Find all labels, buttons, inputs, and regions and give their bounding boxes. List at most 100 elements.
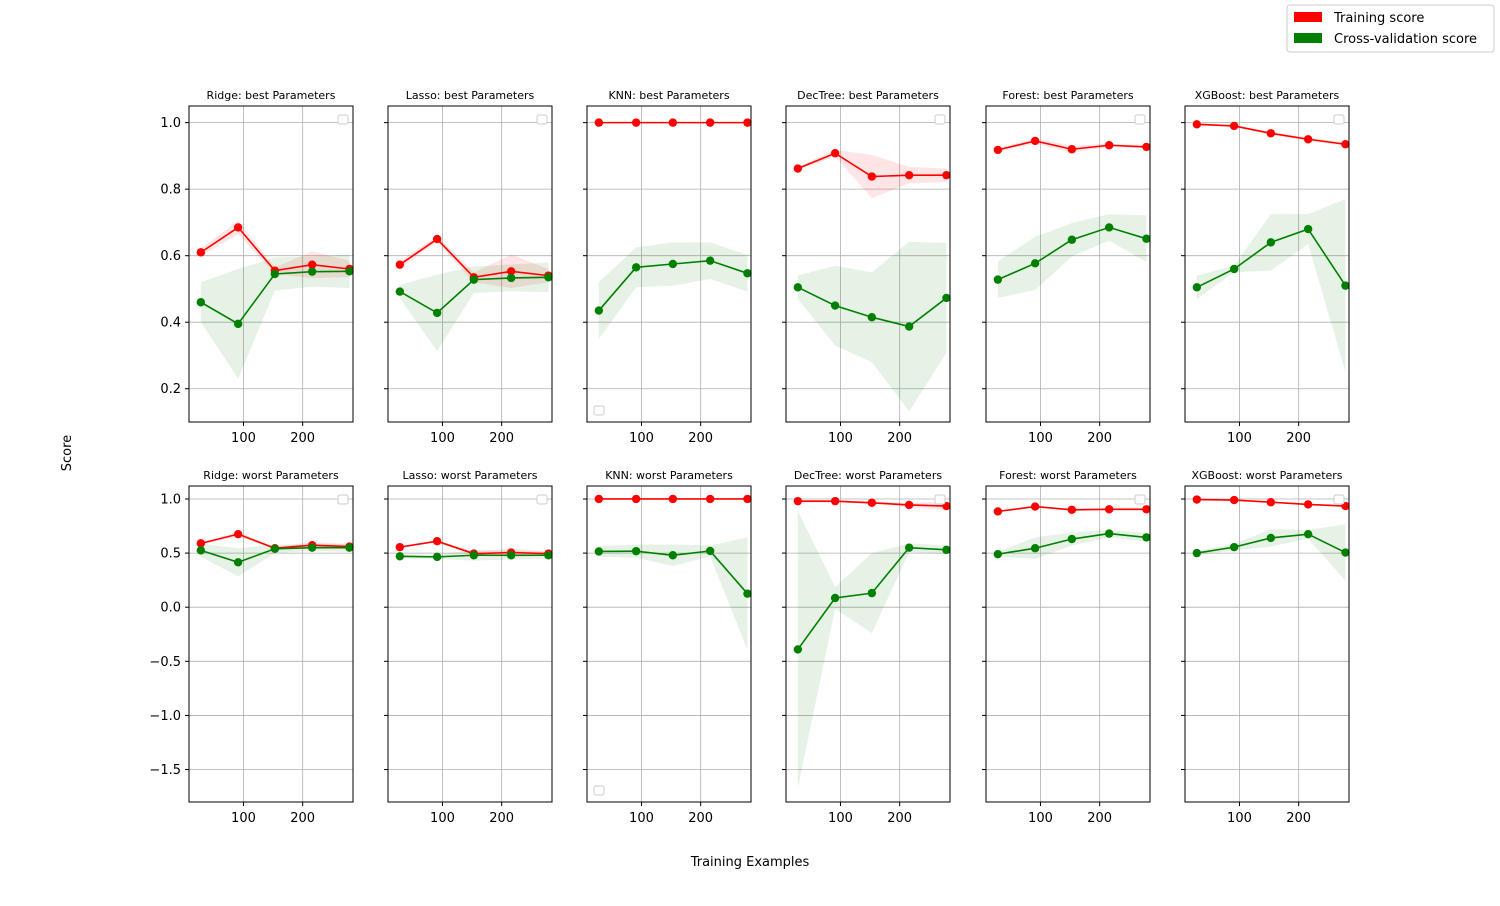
empty-legend-box (593, 405, 605, 416)
training-score-point (395, 260, 405, 269)
cross-validation-score-point (705, 546, 715, 556)
training-score-point (830, 149, 840, 158)
cross-validation-score-point (1192, 283, 1202, 292)
x-tick-label: 100 (430, 811, 455, 826)
x-tick-label: 200 (1087, 811, 1112, 826)
cross-validation-score-point (1341, 548, 1350, 557)
panel-frame (387, 105, 553, 423)
training-score-point (668, 118, 678, 127)
empty-legend-box (337, 114, 349, 125)
cross-validation-score-point (743, 589, 752, 598)
x-axis-label: Training Examples (690, 855, 810, 870)
panel-title: Lasso: worst Parameters (402, 469, 537, 482)
training-score-point (594, 494, 604, 504)
cross-validation-score-point (307, 543, 317, 552)
empty-legend-box (536, 114, 548, 125)
y-tick-label: −1.0 (149, 709, 181, 724)
cross-validation-score-point (1142, 234, 1151, 243)
empty-legend-box (1134, 114, 1146, 125)
panel-dectree-best-parameters: 100 200 DecTree: best Parameters (782, 89, 951, 446)
cross-validation-score-point (469, 275, 479, 284)
cross-validation-score-point (1341, 281, 1350, 290)
cross-validation-score-point (1229, 542, 1239, 552)
cross-validation-score-band (997, 529, 1147, 560)
cross-validation-score-point (1303, 529, 1313, 539)
x-tick-label: 100 (1227, 811, 1252, 826)
x-tick-label: 200 (688, 811, 713, 826)
cross-validation-score-band (598, 537, 748, 650)
training-score-point (705, 494, 715, 504)
x-tick-label: 200 (887, 811, 912, 826)
panel-forest-worst-parameters: 100 200 Forest: worst Parameters (982, 469, 1151, 826)
panel-ridge-worst-parameters: 100 200 −1.5 −1.0 −0.5 0.0 0.5 1.0 Ridge: worst … (149, 469, 354, 826)
x-tick-label: 100 (828, 431, 853, 446)
empty-legend-box (593, 785, 605, 796)
panel-frame (1184, 105, 1350, 423)
y-tick-label: 1.0 (160, 116, 181, 131)
training-score-point (1104, 505, 1114, 514)
y-tick-label: 0.0 (160, 601, 181, 616)
legend-frame (1286, 4, 1495, 53)
training-score-point (506, 267, 516, 276)
panel-frame (985, 105, 1151, 423)
cross-validation-score-point (1104, 223, 1114, 232)
x-tick-label: 200 (1286, 811, 1311, 826)
training-score-point (867, 498, 877, 507)
cross-validation-score-point (469, 551, 479, 560)
training-score-point (993, 145, 1003, 155)
cross-validation-score-point (1104, 529, 1114, 538)
panel-title: Forest: worst Parameters (999, 469, 1137, 482)
panel-title: Ridge: best Parameters (207, 89, 336, 102)
training-score-point (1229, 121, 1239, 131)
cross-validation-score-point (743, 269, 752, 278)
panel-xgboost-best-parameters: 100 200 XGBoost: best Parameters (1181, 89, 1350, 446)
cross-validation-score-point (432, 308, 442, 318)
cross-validation-score-point (1192, 548, 1202, 558)
x-tick-label: 200 (489, 811, 514, 826)
training-score-point (793, 496, 803, 506)
training-score-point (1192, 120, 1202, 129)
panel-title: XGBoost: best Parameters (1195, 89, 1340, 102)
x-tick-label: 200 (1087, 431, 1112, 446)
cross-validation-score-point (631, 546, 641, 556)
training-score-point (1341, 140, 1350, 149)
cross-validation-score-point (1266, 533, 1276, 543)
y-tick-label: 0.2 (160, 382, 181, 397)
panel-ridge-best-parameters: 100 200 0.2 0.4 0.6 0.8 1.0 Ridge: best Paramet… (160, 89, 354, 446)
empty-legend-box (1333, 114, 1345, 125)
training-score-point (867, 172, 877, 181)
training-score-point (233, 223, 243, 232)
panel-frame (586, 485, 752, 803)
cross-validation-score-point (1030, 259, 1040, 268)
training-score-point (395, 542, 405, 552)
cross-validation-score-point (1030, 544, 1040, 553)
cross-validation-score-point (395, 552, 405, 561)
panel-lasso-worst-parameters: 100 200 Lasso: worst Parameters (384, 469, 553, 826)
cross-validation-score-point (904, 543, 914, 552)
training-score-point (942, 170, 951, 180)
panel-frame (785, 105, 951, 423)
panel-frame (387, 485, 553, 803)
cross-validation-score-point (830, 301, 840, 310)
cross-validation-score-point (270, 269, 280, 279)
cross-validation-score-point (594, 547, 604, 556)
panel-frame (586, 105, 752, 423)
panel-title: XGBoost: worst Parameters (1191, 469, 1342, 482)
y-tick-label: 0.5 (160, 547, 181, 562)
training-score-point (993, 507, 1003, 516)
training-score-point (904, 170, 914, 180)
panel-forest-best-parameters: 100 200 Forest: best Parameters (982, 89, 1151, 446)
x-tick-label: 100 (231, 431, 256, 446)
cross-validation-score-point (233, 558, 243, 567)
y-tick-label: 0.6 (160, 249, 181, 264)
training-score-point (1067, 505, 1077, 515)
empty-legend-box (934, 114, 946, 125)
cross-validation-score-point (1303, 224, 1313, 234)
cross-validation-score-band (997, 214, 1147, 298)
cross-validation-score-point (793, 283, 803, 292)
cross-validation-score-point (793, 645, 803, 654)
panel-title: DecTree: worst Parameters (794, 469, 942, 482)
training-score-point (1067, 145, 1077, 154)
cross-validation-score-point (867, 313, 877, 322)
training-score-point (432, 536, 442, 546)
